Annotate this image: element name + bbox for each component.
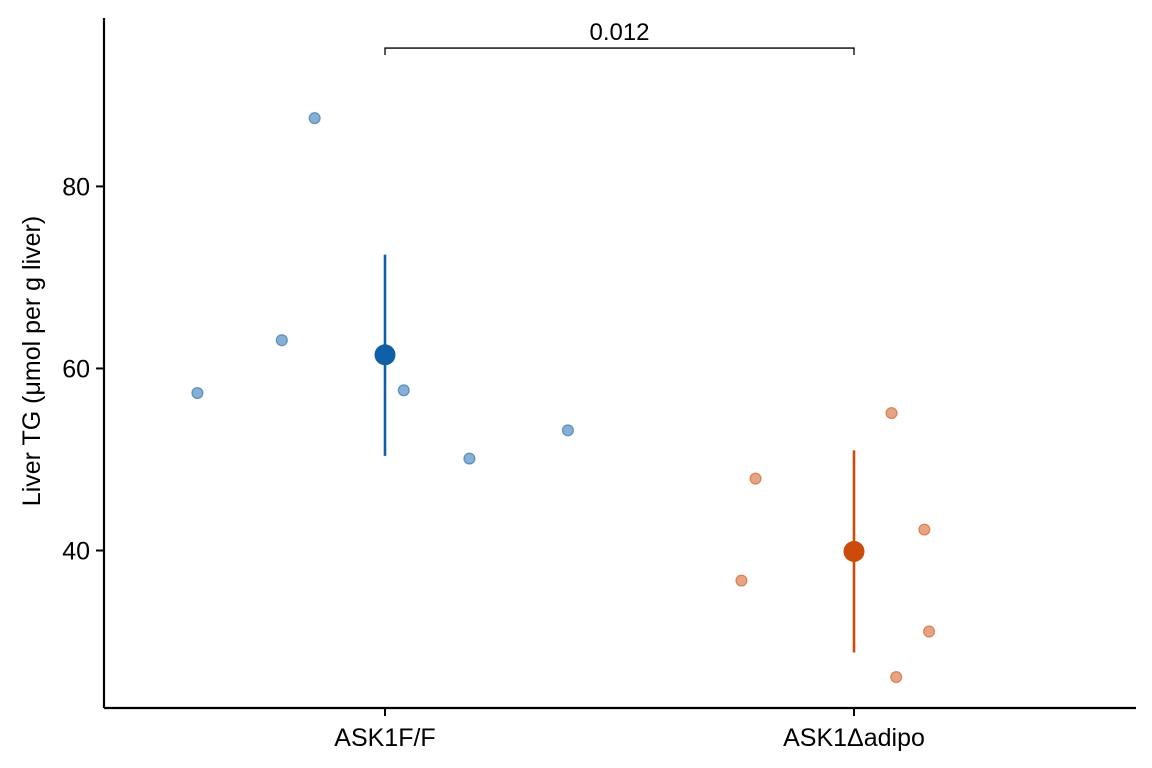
data-points xyxy=(191,112,936,684)
data-point xyxy=(922,625,936,638)
data-point xyxy=(749,472,762,485)
y-axis-title: Liver TG (μmol per g liver) xyxy=(18,216,46,506)
mean-point xyxy=(843,540,865,562)
p-value-label: 0.012 xyxy=(589,19,649,46)
y-tick-label: 80 xyxy=(62,173,90,201)
data-point xyxy=(561,424,575,437)
data-point xyxy=(918,523,931,536)
data-point xyxy=(308,112,321,125)
mean-point xyxy=(374,344,396,366)
data-point xyxy=(463,452,476,465)
data-point xyxy=(735,574,748,587)
mean-error-bars xyxy=(374,254,865,653)
y-tick-label: 60 xyxy=(62,355,90,383)
data-point xyxy=(885,406,898,420)
significance-bracket: 0.012 xyxy=(384,19,855,56)
x-tick-label: ASK1F/F xyxy=(334,724,435,752)
bracket-line xyxy=(384,47,855,56)
data-point xyxy=(275,334,288,347)
axes: 40 60 80 ASK1F/F ASK1Δadipo xyxy=(62,18,1136,752)
data-point xyxy=(397,384,410,397)
data-point xyxy=(191,386,204,400)
y-tick-label: 40 xyxy=(62,538,90,566)
x-tick-label: ASK1Δadipo xyxy=(783,724,925,752)
data-point xyxy=(890,670,903,684)
